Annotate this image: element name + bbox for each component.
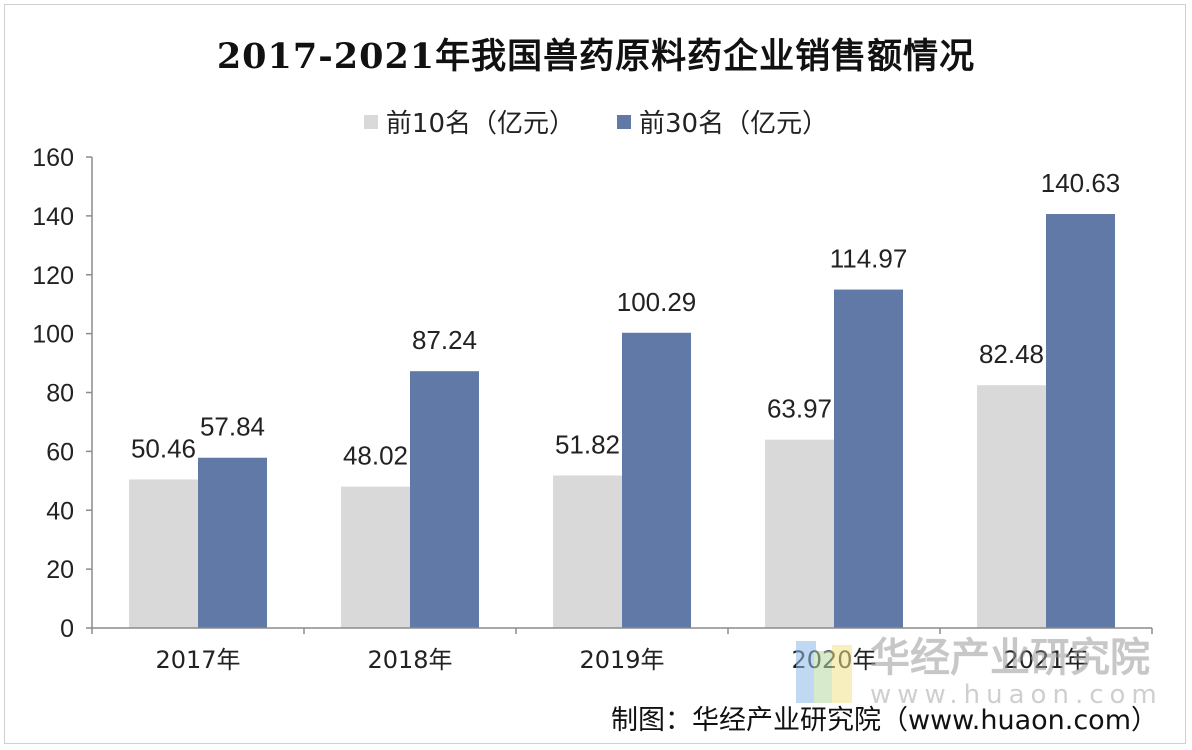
source-note: 制图：华经产业研究院（www.huaon.com） <box>611 705 1158 736</box>
bar-top30 <box>410 371 479 628</box>
y-tick-label: 40 <box>46 497 74 525</box>
data-label: 48.02 <box>343 441 408 471</box>
data-label: 87.24 <box>412 325 477 355</box>
y-tick-label: 80 <box>46 380 74 408</box>
bar-top10 <box>553 475 622 628</box>
x-tick-label: 2017年 <box>155 646 240 674</box>
x-tick-label: 2019年 <box>579 646 664 674</box>
data-label: 82.48 <box>979 339 1044 369</box>
y-tick-label: 160 <box>32 144 74 172</box>
y-tick-label: 100 <box>32 321 74 349</box>
y-tick-label: 0 <box>60 615 74 643</box>
y-tick-label: 120 <box>32 262 74 290</box>
legend-swatch-top30 <box>617 114 631 129</box>
data-label: 57.84 <box>200 412 265 442</box>
y-tick-label: 20 <box>46 556 74 584</box>
y-tick-label: 140 <box>32 203 74 231</box>
legend: 前10名（亿元） 前30名（亿元） <box>0 103 1192 140</box>
bar-top10 <box>129 479 198 628</box>
data-label: 50.46 <box>131 433 196 463</box>
chart-frame <box>4 4 1186 744</box>
x-tick-label: 2018年 <box>367 646 452 674</box>
bar-top10 <box>765 439 834 628</box>
data-label: 51.82 <box>555 429 620 459</box>
bar-top10 <box>977 385 1046 628</box>
data-label: 100.29 <box>617 287 697 317</box>
bar-top30 <box>198 457 267 628</box>
legend-label-top10: 前10名（亿元） <box>385 109 575 139</box>
bar-top10 <box>341 486 410 628</box>
bar-top30 <box>1046 214 1115 628</box>
data-label: 140.63 <box>1041 168 1121 198</box>
data-label: 114.97 <box>830 244 908 274</box>
watermark-logo-icon <box>792 641 856 705</box>
bar-top30 <box>834 289 903 628</box>
data-label: 63.97 <box>767 394 832 424</box>
y-tick-label: 60 <box>46 438 74 466</box>
legend-swatch-top10 <box>363 114 378 129</box>
legend-item-top30: 前30名（亿元） <box>617 103 828 140</box>
watermark-url: www.huaon.com <box>870 680 1163 710</box>
chart-title: 2017-2021年我国兽药原料药企业销售额情况 <box>216 36 976 77</box>
legend-label-top30: 前30名（亿元） <box>639 109 829 139</box>
watermark-name: 华经产业研究院 <box>870 635 1150 681</box>
legend-item-top10: 前10名（亿元） <box>363 103 575 140</box>
watermark: 华经产业研究院 www.huaon.com <box>792 636 1163 710</box>
watermark-text: 华经产业研究院 www.huaon.com <box>870 636 1163 710</box>
x-tick-label: 2021年 <box>1003 646 1088 674</box>
bar-top30 <box>622 332 691 628</box>
